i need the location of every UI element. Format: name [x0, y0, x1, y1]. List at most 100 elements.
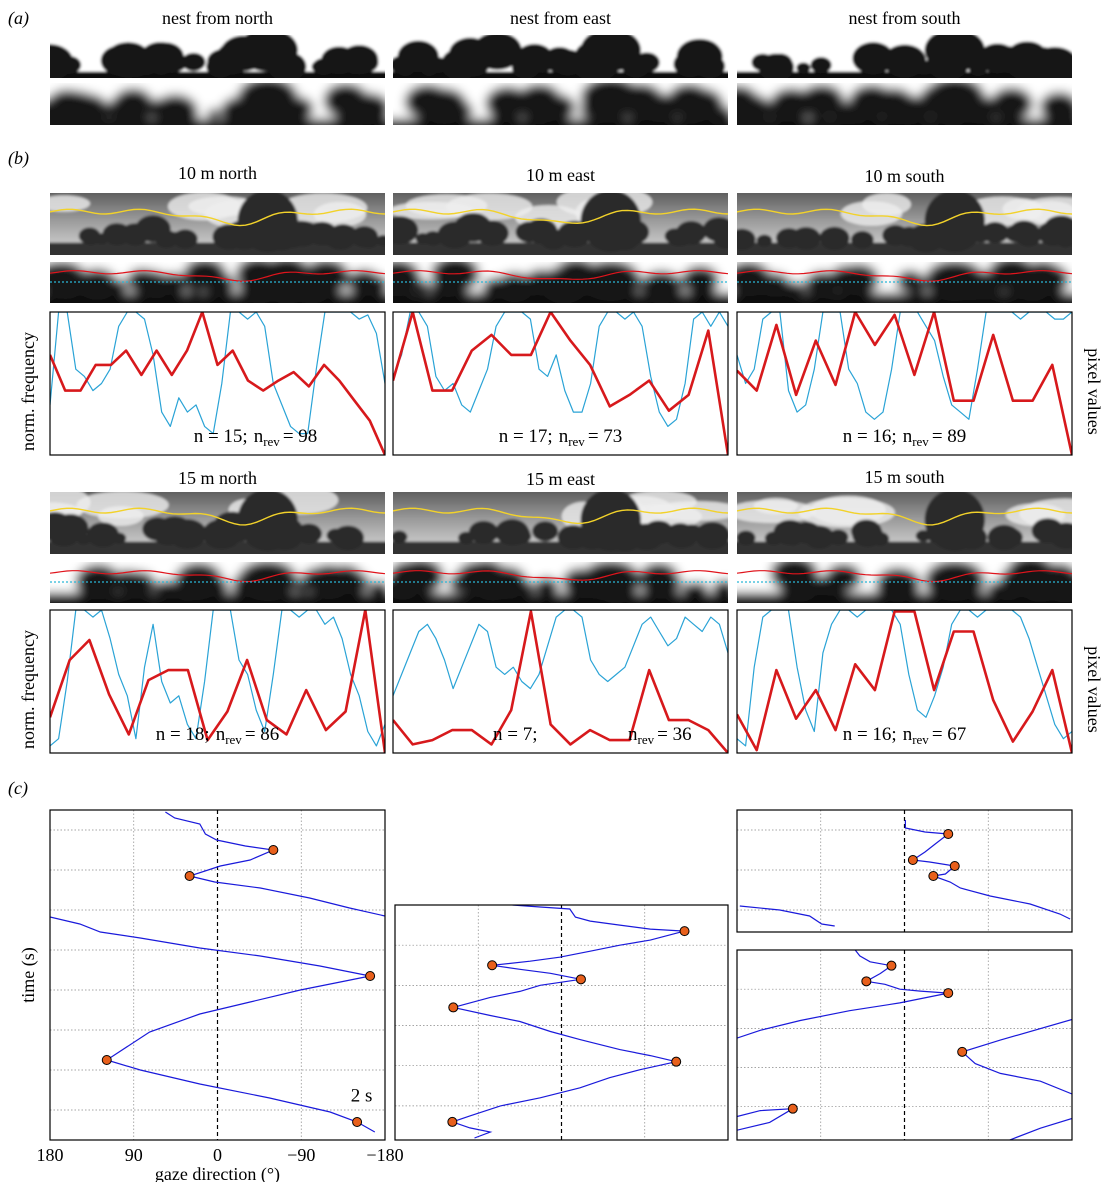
annotation: n = 18; nrev = 86: [156, 724, 280, 747]
chart-title: 15 m north: [178, 468, 257, 488]
turn-point: [184, 871, 195, 881]
tree: [175, 568, 217, 601]
annotation-part: n = 16;: [843, 426, 897, 447]
annotation: n = 16; nrev = 67: [843, 724, 967, 747]
turn-point: [352, 1117, 363, 1127]
tree: [532, 521, 559, 542]
plot-area: [737, 810, 1072, 932]
tree: [1031, 518, 1065, 544]
cloud: [50, 195, 91, 212]
turn-point: [928, 871, 939, 881]
tree: [683, 231, 702, 245]
tree: [737, 232, 749, 244]
tree: [63, 93, 111, 125]
tree: [58, 56, 82, 74]
ground: [737, 118, 1072, 125]
annotation-part: = 36: [657, 724, 691, 745]
frequency-line: [50, 610, 385, 753]
tree: [202, 519, 242, 550]
plot-frame: [736, 949, 1073, 1141]
photo-content: [393, 492, 728, 554]
tree: [769, 87, 814, 122]
tree: [547, 273, 584, 302]
tree: [791, 226, 821, 250]
turn-point: [447, 1116, 458, 1127]
photo: [737, 562, 1072, 603]
y2-axis-label: pixel values: [1084, 348, 1104, 434]
panel-label: (b): [8, 148, 29, 169]
tree: [534, 577, 559, 596]
tree: [764, 531, 783, 546]
pixel-line: [50, 312, 385, 435]
tree: [659, 580, 676, 593]
annotation-part: rev: [638, 732, 655, 747]
tree: [852, 278, 872, 293]
tree: [557, 525, 589, 550]
annotation-part: n: [903, 426, 913, 447]
photo: [50, 562, 385, 603]
y2-axis-label: pixel values: [1084, 646, 1104, 732]
annotation-part: = 86: [245, 724, 279, 745]
pixel-line: [393, 312, 728, 427]
photo-content: [393, 35, 728, 78]
turn-point: [671, 1056, 682, 1067]
y-axis-label: time (s): [18, 947, 39, 1003]
turn-point: [861, 976, 872, 987]
big-tree: [580, 562, 641, 601]
tree: [511, 56, 541, 78]
tree: [351, 51, 379, 73]
tree: [681, 265, 720, 295]
photo-content: [737, 492, 1072, 554]
big-tree: [924, 35, 985, 72]
horizon-line: [393, 570, 728, 581]
tree: [145, 49, 178, 75]
photo: [737, 193, 1072, 255]
photo-content: [393, 262, 728, 303]
tree: [413, 280, 431, 294]
horizon-line: [393, 270, 728, 280]
plot-frame: [49, 609, 386, 754]
tree: [871, 531, 890, 546]
plot-frame: [736, 809, 1073, 933]
tree: [76, 268, 118, 300]
tree: [689, 582, 708, 596]
turn-point: [949, 861, 960, 871]
annotation-part: n = 15;: [194, 426, 248, 447]
plot-frame: [736, 609, 1073, 754]
cloud: [649, 501, 728, 521]
big-tree: [580, 492, 641, 551]
annotation-part: n = 18;: [156, 724, 210, 745]
tree: [368, 580, 385, 597]
tree: [303, 262, 350, 295]
tree: [848, 84, 895, 120]
tree: [361, 284, 378, 297]
tree: [448, 37, 492, 71]
tree: [694, 521, 728, 550]
tree: [113, 88, 153, 119]
tree: [756, 234, 773, 247]
plot-area: [50, 810, 385, 1140]
big-tree: [237, 35, 298, 72]
tree: [468, 520, 499, 544]
annotation-part: n: [254, 426, 264, 447]
y-axis-label: norm. frequency: [18, 630, 38, 749]
cloud: [810, 495, 886, 525]
photo: [393, 193, 728, 255]
big-tree: [924, 262, 985, 301]
x-tick-label: −90: [287, 1145, 315, 1165]
big-tree: [580, 83, 641, 119]
tree: [451, 102, 474, 120]
plot-area: [50, 312, 385, 455]
chart-title: 15 m east: [526, 469, 595, 489]
tree: [81, 231, 100, 246]
pixel-line: [737, 312, 1072, 420]
tree: [792, 521, 821, 544]
annotation-part: n: [628, 724, 638, 745]
annotation-part: n = 7;: [493, 724, 538, 745]
turn-point: [679, 926, 690, 937]
photo-content: [737, 35, 1072, 78]
turn-point: [943, 988, 954, 999]
tree: [825, 563, 862, 592]
big-tree: [237, 562, 298, 601]
frequency-line: [393, 312, 728, 455]
